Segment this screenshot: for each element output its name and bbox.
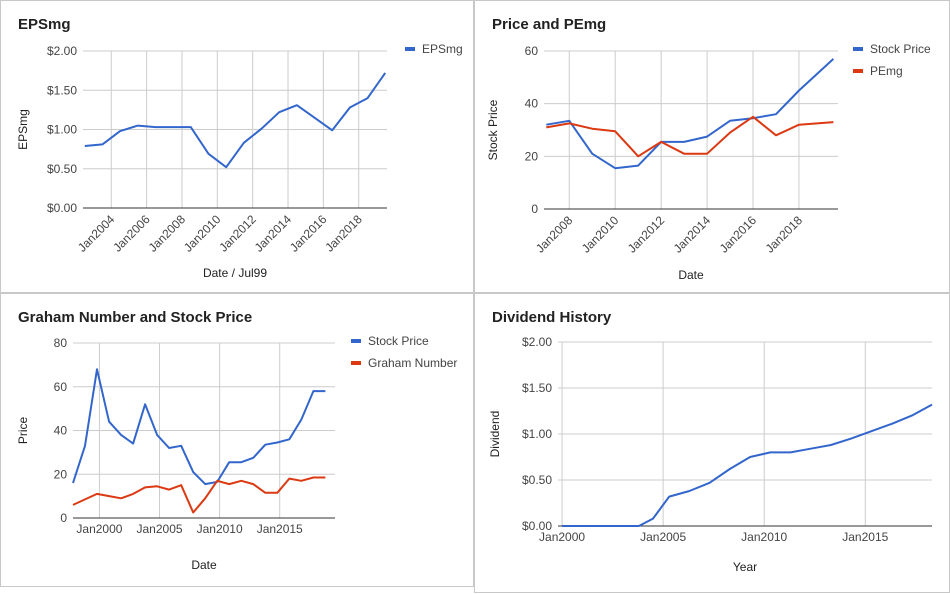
legend-label: EPSmg	[422, 42, 463, 56]
y-tick-label: 60	[525, 44, 539, 58]
y-axis-title: Dividend	[488, 411, 502, 458]
x-tick-label: Jan2018	[322, 212, 365, 255]
x-tick-label: Jan2010	[181, 212, 224, 255]
x-tick-label: Jan2016	[717, 213, 760, 256]
chart-panel-dividend-history: Dividend History $0.00 $0.50 $1.00 $1.50 $2.…	[474, 293, 950, 593]
chart-panel-graham-number: Graham Number and Stock Price 0 20 40 60 80 J…	[0, 293, 474, 587]
series-line-dividend	[562, 403, 933, 527]
legend-label: Stock Price	[870, 42, 931, 56]
x-tick-label: Jan2012	[216, 212, 259, 255]
x-axis-title: Year	[733, 560, 757, 574]
x-axis-title: Date	[678, 268, 704, 282]
x-tick-label: Jan2008	[146, 212, 189, 255]
y-tick-label: 0	[60, 511, 67, 525]
x-tick-label: Jan2000	[76, 522, 122, 536]
y-tick-label: $1.00	[522, 427, 552, 441]
chart-title: Dividend History	[492, 309, 612, 326]
legend-label: Graham Number	[368, 356, 457, 370]
legend-label: Stock Price	[368, 334, 429, 348]
x-tick-label: Jan2005	[137, 522, 183, 536]
y-tick-label: 0	[531, 202, 538, 216]
x-tick-label: Jan2010	[197, 522, 243, 536]
series-line-graham-number	[72, 476, 326, 514]
y-tick-label: $0.00	[47, 201, 77, 215]
chart-panel-price-pemg: Price and PEmg 0 20 40 60 Jan2008 Jan2010 Jan2…	[474, 0, 950, 293]
chart-title: Graham Number and Stock Price	[18, 309, 253, 326]
y-tick-label: $1.00	[47, 123, 77, 137]
x-tick-label: Jan2008	[533, 213, 576, 256]
x-tick-label: Jan2010	[741, 530, 787, 544]
y-tick-label: $1.50	[522, 381, 552, 395]
chart-svg: $0.00$0.50$1.00$1.50$2.00Jan2004Jan2006J…	[16, 42, 463, 280]
x-tick-label: Jan2015	[842, 530, 888, 544]
chart-panel-epsmg: EPSmg $0.00 $0.50 $1.00 $1.50 $2.00 Jan2004 Ja…	[0, 0, 474, 293]
y-tick-label: $0.50	[47, 162, 77, 176]
y-tick-label: 20	[54, 467, 68, 481]
series-line-stock-price	[72, 368, 326, 486]
y-tick-label: $2.00	[522, 335, 552, 349]
x-tick-label: Jan2004	[75, 212, 118, 255]
x-tick-label: Jan2005	[640, 530, 686, 544]
x-axis-title: Date / Jul99	[203, 266, 267, 280]
chart-title: EPSmg	[18, 16, 71, 33]
series-line-pemg	[546, 115, 834, 158]
series-line-stock-price	[546, 58, 835, 170]
x-tick-label: Jan2018	[763, 213, 806, 256]
y-tick-label: $2.00	[47, 44, 77, 58]
x-tick-label: Jan2000	[539, 530, 585, 544]
y-tick-label: 80	[54, 336, 68, 350]
y-tick-label: 20	[525, 149, 539, 163]
y-tick-label: 40	[525, 97, 539, 111]
x-tick-label: Jan2016	[287, 212, 330, 255]
y-axis-title: Stock Price	[486, 99, 500, 160]
y-tick-label: $0.50	[522, 473, 552, 487]
chart-svg: $0.00 $0.50 $1.00 $1.50 $2.00 Jan2000 Jan2005 J…	[488, 335, 933, 574]
y-axis-title: Price	[16, 417, 30, 445]
y-axis-title: EPSmg	[16, 109, 30, 150]
y-tick-label: $1.50	[47, 83, 77, 97]
x-tick-label: Jan2014	[252, 212, 295, 255]
x-tick-label: Jan2006	[110, 212, 153, 255]
y-tick-label: $0.00	[522, 519, 552, 533]
chart-title: Price and PEmg	[492, 16, 607, 33]
x-axis-title: Date	[191, 558, 217, 572]
y-tick-label: 40	[54, 424, 68, 438]
x-tick-label: Jan2014	[671, 213, 714, 256]
x-tick-label: Jan2015	[257, 522, 303, 536]
chart-svg: 0 20 40 60 80 Jan2000 Jan2005 Jan2010 Jan2015 Dat…	[16, 334, 457, 572]
y-tick-label: 60	[54, 380, 68, 394]
series-line-epsmg	[84, 72, 387, 169]
x-tick-label: Jan2012	[625, 213, 668, 256]
legend-label: PEmg	[870, 64, 903, 78]
x-tick-label: Jan2010	[579, 213, 622, 256]
